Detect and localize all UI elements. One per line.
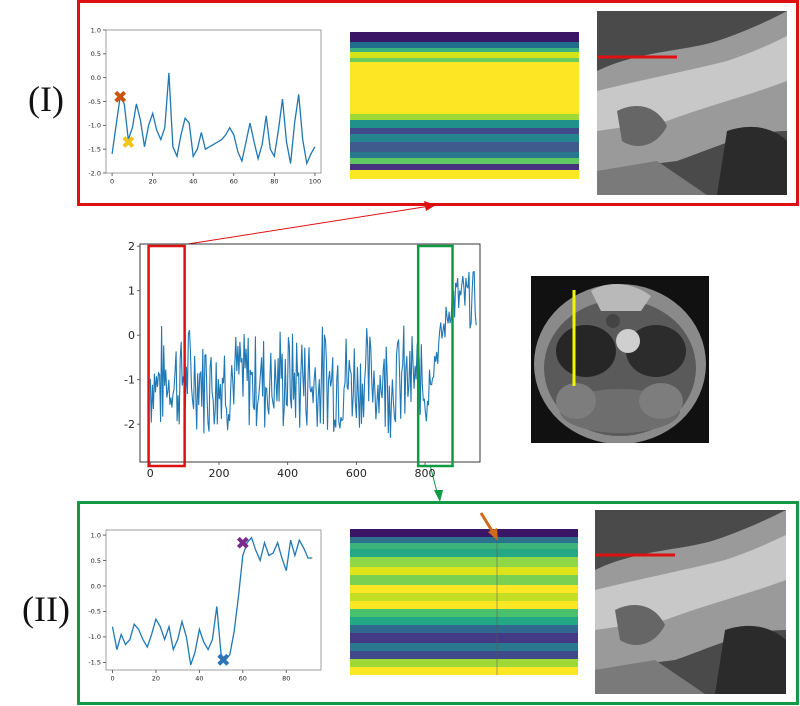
y-tick-label: 0 bbox=[128, 329, 135, 342]
y-tick-label: 1 bbox=[128, 285, 135, 298]
overview-line-chart: -2 -1 0 1 2 0 200 400 600 800 bbox=[124, 240, 481, 480]
signal-line bbox=[111, 72, 316, 166]
x-tick-label: 20 bbox=[152, 675, 160, 683]
panel-II-frame bbox=[77, 501, 799, 705]
y-tick-label: 0.5 bbox=[91, 50, 101, 58]
annotation-arrow bbox=[479, 512, 498, 541]
y-tick-label: 2 bbox=[128, 240, 135, 253]
y-tick-label: 0.0 bbox=[91, 74, 101, 82]
y-tick-label: -2 bbox=[124, 418, 135, 431]
panel-I-mri-image bbox=[597, 11, 787, 195]
x-tick-label: 60 bbox=[230, 178, 238, 186]
x-tick-label: 600 bbox=[346, 467, 367, 480]
x-tick-label: 200 bbox=[208, 467, 229, 480]
y-tick-label: -0.5 bbox=[88, 98, 101, 106]
panel-I-frame bbox=[77, 0, 799, 206]
panel-II-line-chart: 1.0 0.5 0.0 -0.5 -1.0 -1.5 0 20 40 60 80 bbox=[88, 529, 322, 683]
y-tick-label: -1.0 bbox=[88, 633, 101, 641]
panel-II-mri-image bbox=[595, 510, 786, 694]
y-tick-label: -1.5 bbox=[88, 145, 101, 153]
panel-I-line-chart: 1.0 0.5 0.0 -0.5 -1.0 -1.5 -2.0 0 20 40 60 80 100 bbox=[88, 26, 322, 186]
x-tick-label: 0 bbox=[110, 675, 114, 683]
panel-II-label: (II) bbox=[22, 589, 70, 629]
signal-line bbox=[149, 270, 477, 438]
y-tick-label: 1.0 bbox=[91, 26, 101, 34]
signal-line bbox=[111, 536, 313, 666]
x-tick-label: 100 bbox=[309, 178, 321, 186]
y-tick-label: -1.0 bbox=[88, 122, 101, 130]
highlight-box-II bbox=[416, 244, 454, 468]
y-tick-label: -1 bbox=[124, 374, 135, 387]
highlight-box-I bbox=[147, 244, 186, 468]
purple-x-marker bbox=[236, 536, 249, 549]
x-tick-label: 80 bbox=[282, 675, 290, 683]
orange-x-marker bbox=[114, 90, 127, 103]
axial-mri-image bbox=[531, 276, 709, 443]
x-tick-label: 20 bbox=[149, 178, 157, 186]
blue-x-marker bbox=[217, 653, 230, 666]
y-tick-label: -0.5 bbox=[88, 608, 101, 616]
panel-I-heatmap bbox=[350, 32, 579, 179]
panel-I-label: (I) bbox=[28, 79, 64, 119]
y-tick-label: -1.5 bbox=[88, 659, 101, 667]
y-tick-label: 0.0 bbox=[91, 582, 101, 590]
x-tick-label: 40 bbox=[195, 675, 203, 683]
plot-area bbox=[139, 243, 481, 463]
y-tick-label: 1.0 bbox=[91, 531, 101, 539]
y-tick-label: -2.0 bbox=[88, 169, 101, 177]
x-tick-label: 40 bbox=[189, 178, 197, 186]
plot-area bbox=[105, 529, 322, 671]
plot-area bbox=[105, 29, 322, 174]
x-tick-label: 60 bbox=[239, 675, 247, 683]
panel-II-heatmap bbox=[350, 529, 578, 675]
y-tick-label: 0.5 bbox=[91, 557, 101, 565]
x-tick-label: 0 bbox=[147, 467, 154, 480]
yellow-x-marker bbox=[122, 136, 135, 148]
x-tick-label: 800 bbox=[415, 467, 436, 480]
x-tick-label: 80 bbox=[270, 178, 278, 186]
x-tick-label: 400 bbox=[277, 467, 298, 480]
x-tick-label: 0 bbox=[110, 178, 114, 186]
